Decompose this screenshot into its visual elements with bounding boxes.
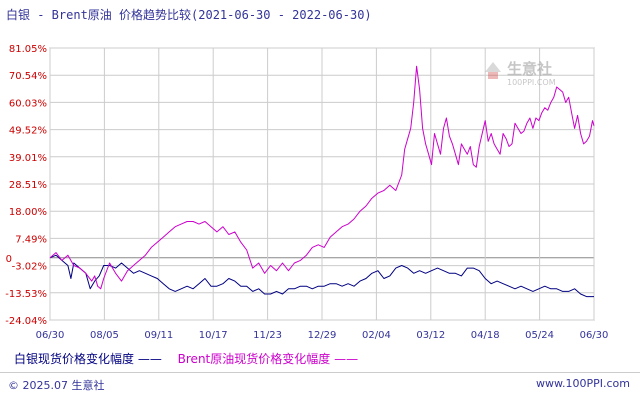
y-tick-label: 49.52%	[9, 126, 47, 137]
x-tick-label: 10/17	[199, 330, 228, 341]
brent-price-line	[49, 65, 595, 290]
y-tick-label: 7.49%	[15, 234, 47, 245]
legend-brent: Brent原油现货价格变化幅度 ——	[177, 352, 359, 366]
price-trend-chart: 81.05% 70.54% 60.03% 49.52% 39.01% 28.51% 18.0…	[5, 44, 609, 341]
x-tick-label: 05/24	[525, 330, 554, 341]
x-tick-label: 06/30	[36, 330, 65, 341]
x-tick-label: 03/12	[416, 330, 445, 341]
legend-silver: 白银现货价格变化幅度 ——	[14, 352, 162, 366]
y-tick-label: 60.03%	[9, 98, 47, 109]
y-tick-label: 81.05%	[9, 44, 47, 55]
y-tick-label: -24.04%	[5, 316, 47, 327]
x-tick-label: 04/18	[471, 330, 500, 341]
silver-price-line	[49, 254, 594, 298]
x-tick-label: 02/04	[362, 330, 391, 341]
watermark-logo-base	[488, 72, 498, 79]
footer-url: www.100PPI.com	[536, 377, 630, 390]
y-tick-label: 18.00%	[9, 207, 47, 218]
y-tick-label: -13.53%	[5, 289, 47, 300]
x-tick-label: 09/11	[144, 330, 173, 341]
y-tick-label: 28.51%	[9, 180, 47, 191]
footer-divider	[0, 372, 640, 373]
y-tick-label: 39.01%	[9, 153, 47, 164]
x-tick-label: 08/05	[90, 330, 119, 341]
watermark-text: 生意社	[507, 60, 552, 78]
watermark-subtext: 100PPI.COM	[507, 78, 556, 87]
footer-copyright: © 2025.07 生意社	[8, 379, 105, 392]
x-tick-label: 06/30	[580, 330, 609, 341]
y-tick-label: 70.54%	[9, 71, 47, 82]
y-tick-label: -3.02%	[12, 262, 47, 273]
chart-title: 白银 - Brent原油 价格趋势比较(2021-06-30 - 2022-06…	[6, 8, 372, 22]
x-tick-label: 12/29	[308, 330, 337, 341]
x-tick-label: 11/23	[253, 330, 282, 341]
zero-label: 0	[6, 254, 12, 265]
watermark-logo-icon	[485, 62, 501, 72]
chart-legend: 白银现货价格变化幅度 —— Brent原油现货价格变化幅度 ——	[14, 350, 358, 367]
